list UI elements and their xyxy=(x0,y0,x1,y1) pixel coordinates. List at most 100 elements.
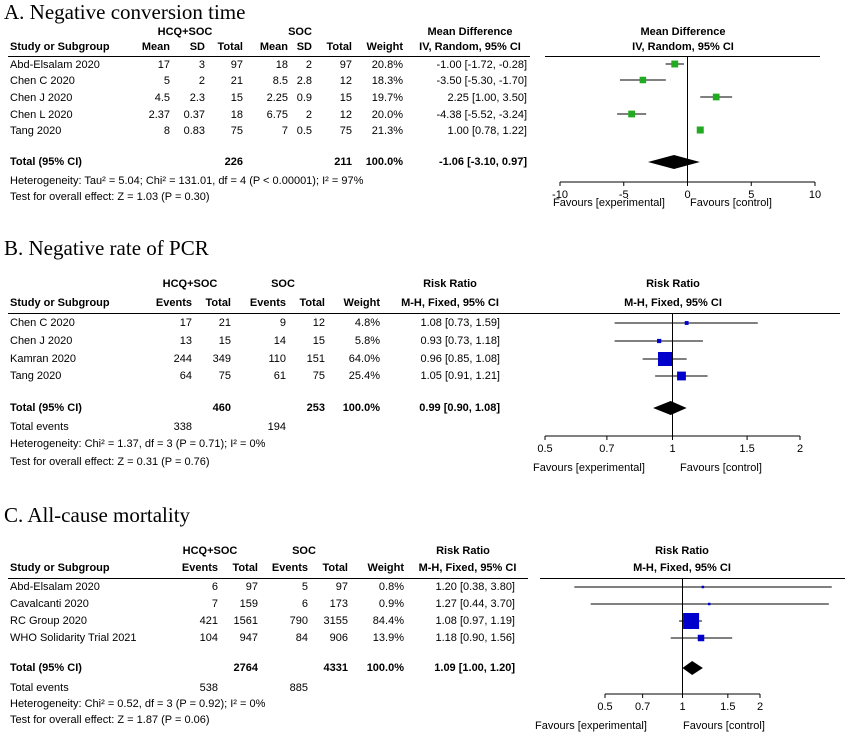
x-tick-label: 2 xyxy=(757,701,763,713)
heterogeneity-text: Heterogeneity: Chi² = 0.52, df = 3 (P = … xyxy=(10,698,266,710)
cell: 21 xyxy=(230,75,243,87)
cell: 14 xyxy=(273,335,286,347)
plot-header-rule xyxy=(545,56,820,57)
effect-ci: 1.08 [0.73, 1.59] xyxy=(420,317,500,329)
favours-left: Favours [experimental] xyxy=(553,197,665,209)
favours-left: Favours [experimental] xyxy=(533,462,645,474)
cell: 97 xyxy=(230,59,243,71)
group1-header: HCQ+SOC xyxy=(157,26,213,38)
study-name: Chen C 2020 xyxy=(10,75,75,87)
heterogeneity-text: Heterogeneity: Tau² = 5.04; Chi² = 131.0… xyxy=(10,175,364,187)
x-tick-label: 1 xyxy=(679,701,685,713)
study-name: Abd-Elsalam 2020 xyxy=(10,59,100,71)
weight: 13.9% xyxy=(372,632,404,644)
favours-left: Favours [experimental] xyxy=(535,720,647,732)
cell: 18 xyxy=(230,109,243,121)
cell: 75 xyxy=(230,125,243,137)
effect-ci: 1.18 [0.90, 1.56] xyxy=(435,632,515,644)
cell: 15 xyxy=(339,92,352,104)
effect-ci: 1.08 [0.97, 1.19] xyxy=(435,615,515,627)
measure-header: Risk Ratio xyxy=(423,278,477,290)
weight: 0.8% xyxy=(378,581,404,593)
total-label: Total (95% CI) xyxy=(10,662,82,674)
weight-header: Weight xyxy=(367,562,404,574)
cell: 2 xyxy=(305,59,312,71)
cell: 6.75 xyxy=(266,109,288,121)
col-header: Events xyxy=(271,562,308,574)
plot-method-header: M-H, Fixed, 95% CI xyxy=(624,297,722,309)
cell: 12 xyxy=(312,317,325,329)
study-name: Chen C 2020 xyxy=(10,317,75,329)
total-group2: 253 xyxy=(306,402,325,414)
cell: 5 xyxy=(301,581,308,593)
favours-right: Favours [control] xyxy=(680,462,762,474)
cell: 21 xyxy=(218,317,231,329)
cell: 97 xyxy=(245,581,258,593)
cell: 4.5 xyxy=(154,92,170,104)
x-tick-label: 0.7 xyxy=(599,443,614,455)
method-header: M-H, Fixed, 95% CI xyxy=(401,297,499,309)
weight: 19.7% xyxy=(371,92,403,104)
cell: 0.37 xyxy=(183,109,205,121)
plot-measure-header: Mean Difference xyxy=(640,26,726,38)
col-header: Events xyxy=(249,297,286,309)
effect-marker xyxy=(701,585,705,589)
total-events-label: Total events xyxy=(10,682,69,694)
plot-header-rule xyxy=(510,313,840,314)
total-events-group1: 538 xyxy=(199,682,218,694)
col-header: SD xyxy=(296,41,312,53)
cell: 97 xyxy=(335,581,348,593)
cell: 6 xyxy=(211,581,218,593)
cell: 12 xyxy=(339,109,352,121)
col-header: Total xyxy=(299,297,325,309)
plot-measure-header: Risk Ratio xyxy=(646,278,700,290)
cell: 7 xyxy=(281,125,288,137)
cell: 13 xyxy=(179,335,192,347)
effect-ci: -4.38 [-5.52, -3.24] xyxy=(436,109,528,121)
pooled-diamond xyxy=(682,661,703,675)
study-header: Study or Subgroup xyxy=(10,562,110,574)
effect-ci: 1.05 [0.91, 1.21] xyxy=(420,370,500,382)
panel-negative-conversion-time: A. Negative conversion time HCQ+SOC SOC … xyxy=(0,0,850,220)
weight: 20.0% xyxy=(371,109,403,121)
col-header: Total xyxy=(205,297,231,309)
plot-header-rule xyxy=(540,578,845,579)
study-name: RC Group 2020 xyxy=(10,615,88,627)
cell: 9 xyxy=(279,317,286,329)
col-header: Events xyxy=(155,297,192,309)
panel-title: A. Negative conversion time xyxy=(4,0,246,24)
effect-marker xyxy=(684,321,689,325)
study-name: Kamran 2020 xyxy=(10,353,77,365)
x-tick-label: 1 xyxy=(669,443,675,455)
weight: 84.4% xyxy=(372,615,404,627)
weight-header: Weight xyxy=(343,297,380,309)
cell: 15 xyxy=(230,92,243,104)
forest-plot: 0.5 0.7 1 1.5 2 xyxy=(537,313,803,455)
cell: 8.5 xyxy=(272,75,288,87)
cell: 75 xyxy=(339,125,352,137)
study-name: WHO Solidarity Trial 2021 xyxy=(10,632,137,644)
total-group1: 460 xyxy=(212,402,231,414)
cell: 2.8 xyxy=(296,75,312,87)
cell: 2.37 xyxy=(148,109,170,121)
cell: 7 xyxy=(211,598,218,610)
method-header: M-H, Fixed, 95% CI xyxy=(418,562,517,574)
overall-effect-text: Test for overall effect: Z = 1.03 (P = 0… xyxy=(10,191,210,203)
cell: 244 xyxy=(173,353,192,365)
total-group1: 2764 xyxy=(233,662,258,674)
cell: 173 xyxy=(329,598,348,610)
weight: 25.4% xyxy=(348,370,380,382)
panel-title: B. Negative rate of PCR xyxy=(4,236,209,260)
plot-measure-header: Risk Ratio xyxy=(655,545,709,557)
cell: 2.25 xyxy=(266,92,288,104)
cell: 17 xyxy=(157,59,170,71)
x-tick-label: 0.7 xyxy=(635,701,650,713)
cell: 159 xyxy=(239,598,258,610)
col-header: Mean xyxy=(141,41,170,53)
pooled-diamond xyxy=(653,401,687,415)
study-name: Chen J 2020 xyxy=(10,335,73,347)
study-header: Study or Subgroup xyxy=(10,297,110,309)
col-header: Total xyxy=(326,41,352,53)
cell: 947 xyxy=(239,632,258,644)
cell: 151 xyxy=(306,353,325,365)
